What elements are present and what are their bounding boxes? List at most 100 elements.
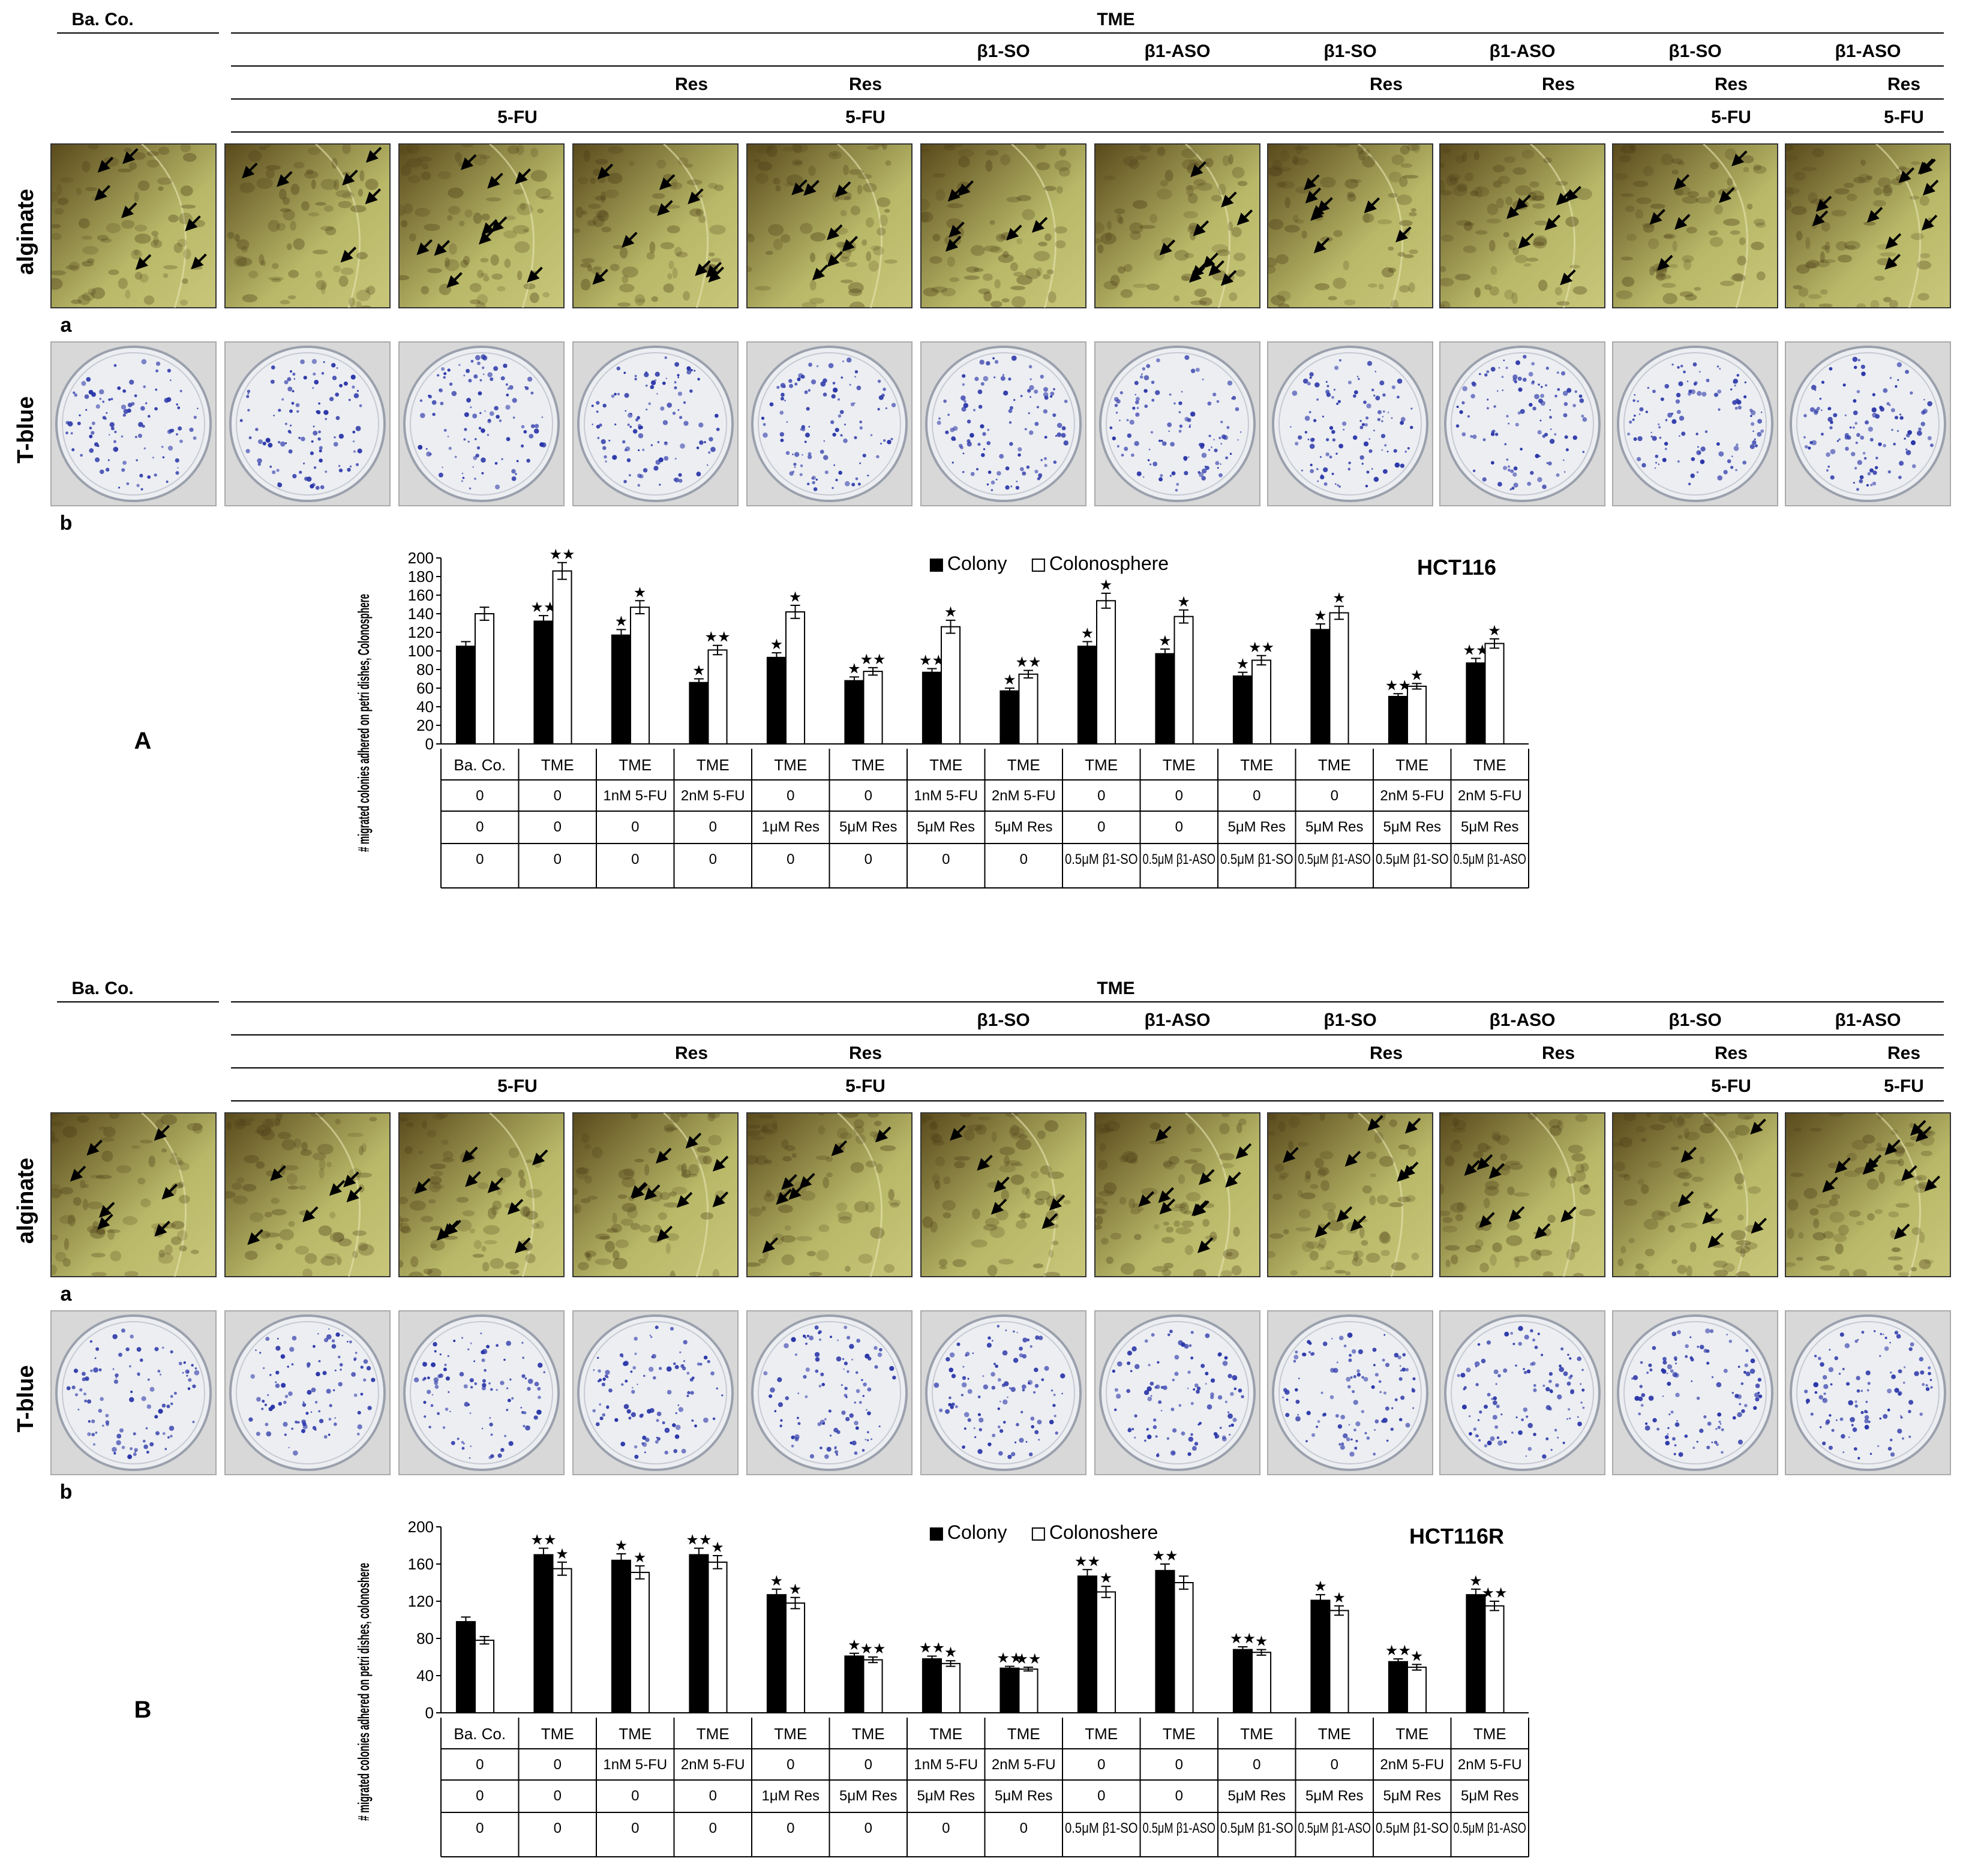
bar-colony (999, 690, 1020, 745)
panel-letter: A (134, 728, 152, 754)
bar-colonosphere (1173, 1582, 1194, 1713)
arrow-icon (827, 224, 843, 241)
petri-dish-image (1094, 341, 1260, 506)
arrow-icon (1313, 237, 1330, 254)
arrow-icon (121, 202, 137, 218)
arrow-icon (270, 1165, 286, 1181)
arrow-icon (1220, 270, 1237, 286)
y-tick-label: 200 (408, 1518, 434, 1536)
arrow-icon (135, 254, 152, 270)
bar-colonosphere (940, 1662, 961, 1714)
alginate-image (224, 1112, 391, 1277)
arrow-icon (875, 1126, 892, 1143)
arrow-icon (1235, 1143, 1252, 1160)
arrow-icon (1188, 266, 1205, 283)
arrow-icon (1560, 269, 1576, 286)
significance-stars: ★★ (1016, 1651, 1041, 1667)
alginate-image (920, 1112, 1086, 1277)
arrow-icon (762, 1237, 779, 1253)
significance-stars: ★ (634, 1550, 647, 1566)
bar-colonosphere (785, 1602, 806, 1714)
legend-swatch-colony (929, 559, 943, 572)
table-cell: 0 (709, 851, 717, 868)
arrow-icon (515, 1237, 531, 1254)
arrow-icon (346, 1186, 363, 1203)
arrow-icon (487, 172, 503, 189)
arrow-icon (977, 1154, 993, 1171)
res-label: Res (675, 1043, 708, 1063)
arrow-icon (515, 168, 531, 185)
bar-colonosphere (863, 671, 883, 745)
significance-stars: ★ (711, 1539, 724, 1556)
arrow-icon (1190, 161, 1206, 178)
y-tick-label: 0 (425, 735, 434, 753)
arrow-icon (1884, 1139, 1901, 1155)
alginate-image (1267, 1112, 1433, 1277)
significance-stars: ★ (944, 1644, 958, 1661)
table-cell: 0 (554, 1788, 562, 1804)
table-cell: 0 (554, 1757, 562, 1773)
arrow-icon (1138, 1191, 1154, 1207)
arrow-icon (1673, 174, 1690, 190)
significance-stars: ★ (1158, 633, 1172, 649)
significance-stars: ★★ (705, 629, 731, 646)
table-cell: 0 (554, 1820, 562, 1836)
alginate-image (572, 143, 739, 308)
significance-stars: ★★ (686, 1532, 712, 1548)
alginate-image (1612, 143, 1778, 308)
significance-stars: ★★ (550, 547, 575, 563)
arrow-icon (1488, 1163, 1505, 1179)
significance-stars: ★ (1255, 1634, 1268, 1650)
table-cell: 0 (787, 1757, 794, 1773)
petri-dish-image (1785, 1310, 1951, 1475)
alginate-image (746, 1112, 913, 1277)
bar-colony (1388, 695, 1408, 745)
b1-so-label: β1-SO (977, 1010, 1029, 1030)
x-category-label: TME (619, 756, 652, 774)
arrow-icon (1719, 187, 1735, 203)
table-cell: 0.5μM β1-ASO (1454, 851, 1527, 868)
panel-B: Ba. Co. TME β1-SO β1-SO β1-SO β1-ASO β1-ASO β1-… (13, 978, 1951, 1857)
arrow-icon (1751, 1217, 1767, 1234)
petri-dish-image (1267, 1310, 1433, 1475)
res-label: Res (849, 74, 882, 94)
five-fu-label: 5-FU (1884, 1076, 1924, 1096)
res-label: Res (1370, 1043, 1403, 1063)
b1-aso-label: β1-ASO (1490, 41, 1556, 61)
table-cell: 5μM Res (995, 1788, 1053, 1804)
alginate-image (1094, 143, 1260, 308)
arrow-icon (1031, 217, 1048, 233)
arrow-icon (507, 1199, 524, 1215)
arrow-icon (154, 1125, 170, 1141)
bar-colony (844, 680, 865, 745)
arrow-icon (446, 272, 463, 288)
arrow-icon (462, 1146, 478, 1163)
y-tick-label: 100 (408, 642, 434, 660)
table-cell: 0 (1097, 1757, 1105, 1773)
arrow-icon (1155, 1125, 1172, 1142)
arrow-icon (685, 1132, 702, 1149)
arrow-icon (1199, 1169, 1215, 1185)
arrow-icon (592, 269, 608, 285)
bar-colony (455, 646, 476, 745)
petri-dish-image (1267, 341, 1433, 506)
arrow-icon (706, 262, 722, 278)
petri-dish-image (746, 341, 913, 506)
alginate-image (1785, 143, 1951, 308)
x-category-label: TME (541, 1725, 574, 1743)
bar-colony (689, 682, 709, 745)
alginate-image (224, 143, 391, 308)
y-tick-label: 140 (408, 605, 434, 623)
bar-colonosphere (552, 1568, 572, 1713)
table-cell: 2nM 5-FU (1458, 788, 1522, 804)
legend-swatch-colonosphere (1031, 559, 1045, 572)
x-category-label: TME (1085, 1725, 1118, 1743)
b1-so-label: β1-SO (1668, 41, 1721, 61)
arrow-icon (343, 1171, 359, 1188)
significance-stars: ★ (692, 663, 706, 679)
y-tick-label: 40 (416, 698, 434, 716)
y-tick-label: 40 (416, 1667, 434, 1685)
arrow-icon (656, 1225, 673, 1242)
table-cell: 5μM Res (1461, 1788, 1519, 1804)
arrow-icon (465, 1171, 481, 1187)
